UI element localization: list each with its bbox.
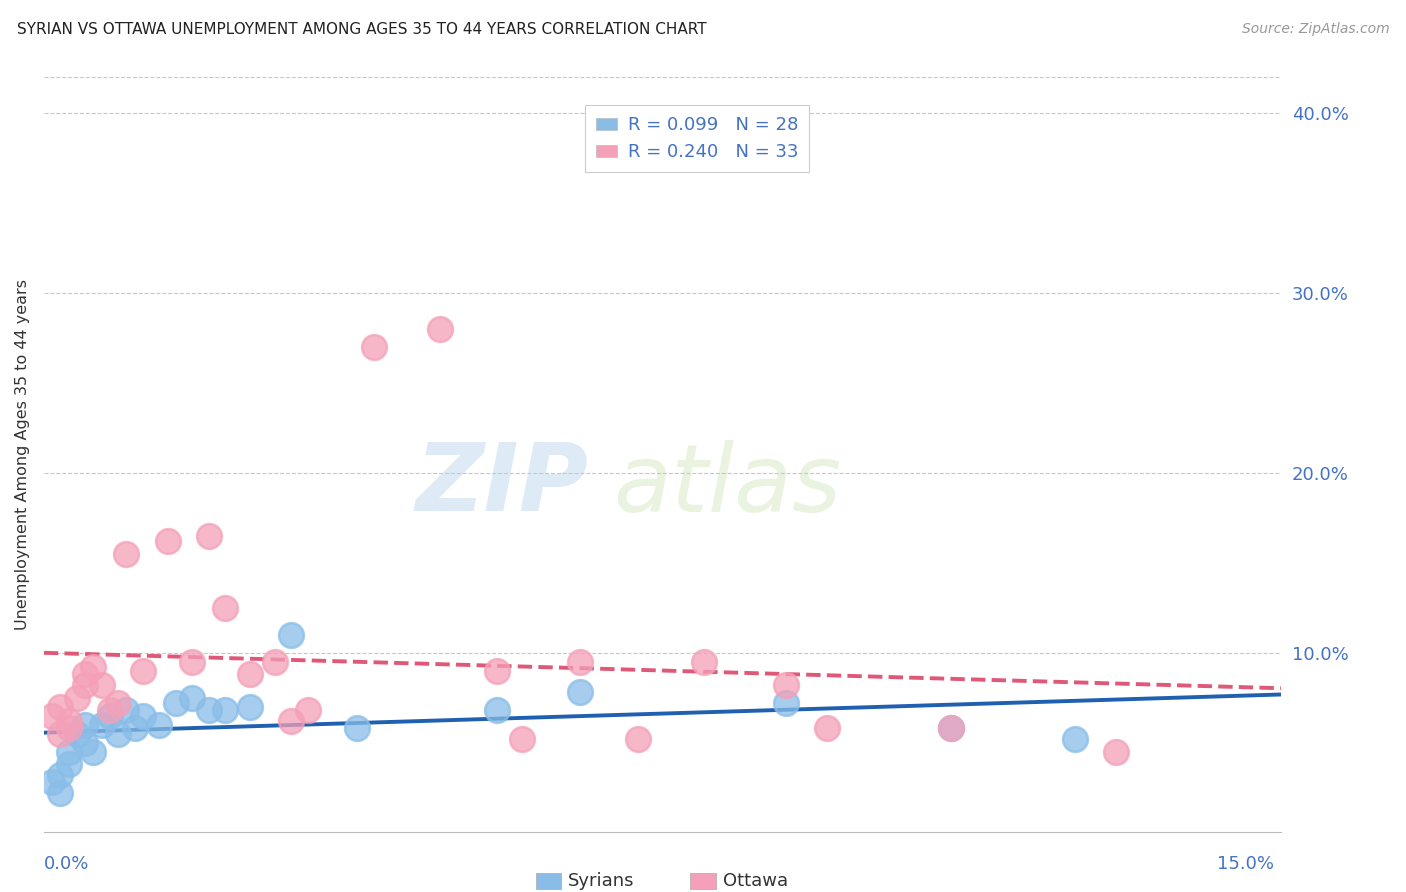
Point [486,703,509,717]
Point [58,714,80,728]
Point [1105,745,1128,759]
Point [815,721,838,735]
Point [82,745,104,759]
Text: Source: ZipAtlas.com: Source: ZipAtlas.com [1241,22,1389,37]
Point [280,628,302,642]
Point [75,667,97,681]
Point [90,678,112,692]
Text: ZIP: ZIP [415,439,588,531]
Point [429,322,451,336]
Point [98,708,121,723]
Point [181,655,204,669]
Point [156,534,179,549]
Point [214,703,236,717]
Point [1063,731,1085,746]
Text: 15.0%: 15.0% [1216,855,1274,872]
Point [107,726,129,740]
Point [66,726,89,740]
Point [214,600,236,615]
Point [165,696,187,710]
Point [198,529,221,543]
Point [692,655,714,669]
Point [263,655,285,669]
Point [568,655,591,669]
Point [90,717,112,731]
Point [58,745,80,759]
Point [66,690,89,705]
Point [198,703,221,717]
Point [363,340,385,354]
Text: atlas: atlas [613,440,841,531]
Point [75,678,97,692]
Point [939,721,962,735]
Point [49,726,72,740]
Text: 0.0%: 0.0% [44,855,89,872]
Point [346,721,368,735]
Point [115,703,138,717]
Point [58,721,80,735]
Point [486,664,509,678]
Point [124,721,146,735]
Point [107,696,129,710]
Point [280,714,302,728]
Point [568,685,591,699]
Point [181,690,204,705]
Y-axis label: Unemployment Among Ages 35 to 44 years: Unemployment Among Ages 35 to 44 years [15,279,30,631]
Point [49,699,72,714]
Text: Ottawa: Ottawa [723,872,787,890]
Point [41,775,63,789]
Point [148,717,170,731]
Point [775,696,797,710]
Point [75,717,97,731]
Point [98,703,121,717]
Point [239,699,262,714]
Point [939,721,962,735]
Point [41,708,63,723]
Point [132,664,155,678]
Point [775,678,797,692]
Point [239,667,262,681]
Point [132,708,155,723]
Text: SYRIAN VS OTTAWA UNEMPLOYMENT AMONG AGES 35 TO 44 YEARS CORRELATION CHART: SYRIAN VS OTTAWA UNEMPLOYMENT AMONG AGES… [17,22,706,37]
Point [297,703,319,717]
Point [58,757,80,772]
Point [49,768,72,782]
Point [627,731,650,746]
Point [75,735,97,749]
Text: Syrians: Syrians [568,872,634,890]
Point [82,660,104,674]
Legend: R = 0.099   N = 28, R = 0.240   N = 33: R = 0.099 N = 28, R = 0.240 N = 33 [585,105,810,172]
Point [510,731,533,746]
Point [115,547,138,561]
Point [49,786,72,800]
